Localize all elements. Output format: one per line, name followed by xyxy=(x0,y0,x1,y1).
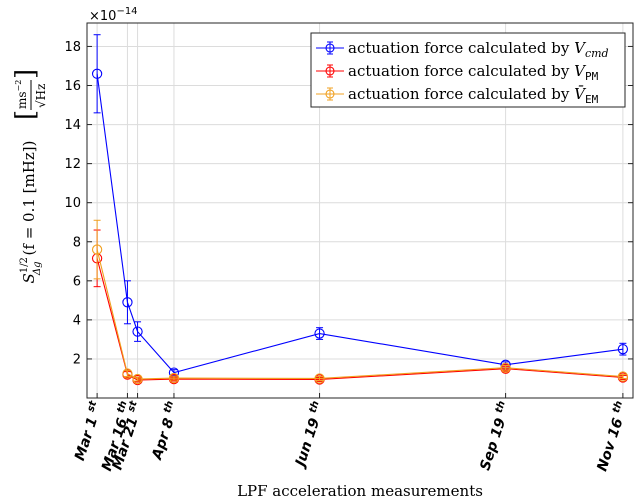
plot-border xyxy=(86,22,634,399)
y-tick-label: 2 xyxy=(73,352,81,367)
legend-label: actuation force calculated by Vcmd xyxy=(348,39,609,60)
svg-text:S1/2Δg(f = 0.1 [mHz]): S1/2 Δg(f = 0.1 [mHz]) xyxy=(19,141,43,284)
legend-marker xyxy=(325,89,335,99)
grid-lines xyxy=(87,23,633,398)
y-tick-label: 8 xyxy=(73,235,81,250)
svg-text:Sep 19 th: Sep 19 th xyxy=(475,400,514,473)
series-cmd xyxy=(91,34,629,378)
legend: actuation force calculated by Vcmdactuat… xyxy=(310,32,626,108)
y-tick-label: 18 xyxy=(64,40,81,55)
y-axis-title: S1/2 Δg(f = 0.1 [mHz]) [ ms−2 √Hz ] xyxy=(11,69,48,284)
y-tick-label: 16 xyxy=(64,79,81,94)
data-point xyxy=(617,344,629,355)
data-point xyxy=(91,244,103,255)
data-point xyxy=(500,362,511,373)
y-tick-label: 4 xyxy=(73,313,81,328)
y-tick-label: 10 xyxy=(64,196,81,211)
svg-text:ms−2: ms−2 xyxy=(14,80,29,109)
data-point xyxy=(314,373,325,384)
data-point xyxy=(617,371,629,382)
legend-label: actuation force calculated by VPM xyxy=(348,62,599,83)
svg-text:]: ] xyxy=(11,69,41,79)
legend-entry-pm: actuation force calculated by VPM xyxy=(316,62,599,83)
data-point xyxy=(314,328,325,339)
y-tick-label: 12 xyxy=(64,157,81,172)
series-em xyxy=(91,219,629,385)
legend-box xyxy=(310,32,626,108)
svg-text:Apr 8 th: Apr 8 th xyxy=(147,400,183,463)
x-tick-label: Mar 1 st xyxy=(70,399,106,463)
x-tick-label: Sep 19 th xyxy=(475,400,514,473)
legend-entry-cmd: actuation force calculated by Vcmd xyxy=(316,39,609,60)
x-axis-title: LPF acceleration measurements xyxy=(237,482,483,500)
data-point xyxy=(132,373,143,385)
x-tick-label: Jun 19 th xyxy=(290,400,329,471)
svg-text:Jun 19 th: Jun 19 th xyxy=(290,400,329,471)
legend-entry-em: actuation force calculated by V̄EM xyxy=(316,85,599,106)
data-point xyxy=(132,326,143,337)
legend-label: actuation force calculated by V̄EM xyxy=(348,85,599,106)
data-point xyxy=(91,68,103,79)
x-tick-label: Nov 16 th xyxy=(592,400,631,474)
series-layer xyxy=(91,34,629,386)
svg-text:[: [ xyxy=(11,110,41,120)
data-point xyxy=(122,297,133,308)
x-tick-label: Apr 8 th xyxy=(147,400,183,463)
svg-text:Mar 1 st: Mar 1 st xyxy=(70,399,106,463)
legend-marker xyxy=(325,66,335,76)
data-point xyxy=(168,372,180,384)
svg-text:√Hz: √Hz xyxy=(34,84,48,108)
legend-marker xyxy=(325,43,335,53)
data-point xyxy=(122,368,133,379)
y-tick-label: 6 xyxy=(73,274,81,289)
svg-text:Nov 16 th: Nov 16 th xyxy=(592,400,631,474)
y-tick-label: 14 xyxy=(64,118,81,133)
y-axis: 2 4 6 8 10 12 14 16 18 xyxy=(64,40,633,367)
y-scale-label: ×10−14 xyxy=(89,6,138,24)
